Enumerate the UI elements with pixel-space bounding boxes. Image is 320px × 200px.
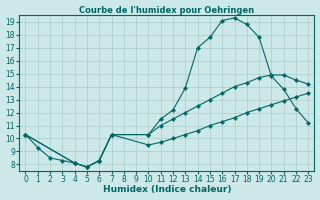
Title: Courbe de l'humidex pour Oehringen: Courbe de l'humidex pour Oehringen [79, 6, 254, 15]
X-axis label: Humidex (Indice chaleur): Humidex (Indice chaleur) [103, 185, 231, 194]
